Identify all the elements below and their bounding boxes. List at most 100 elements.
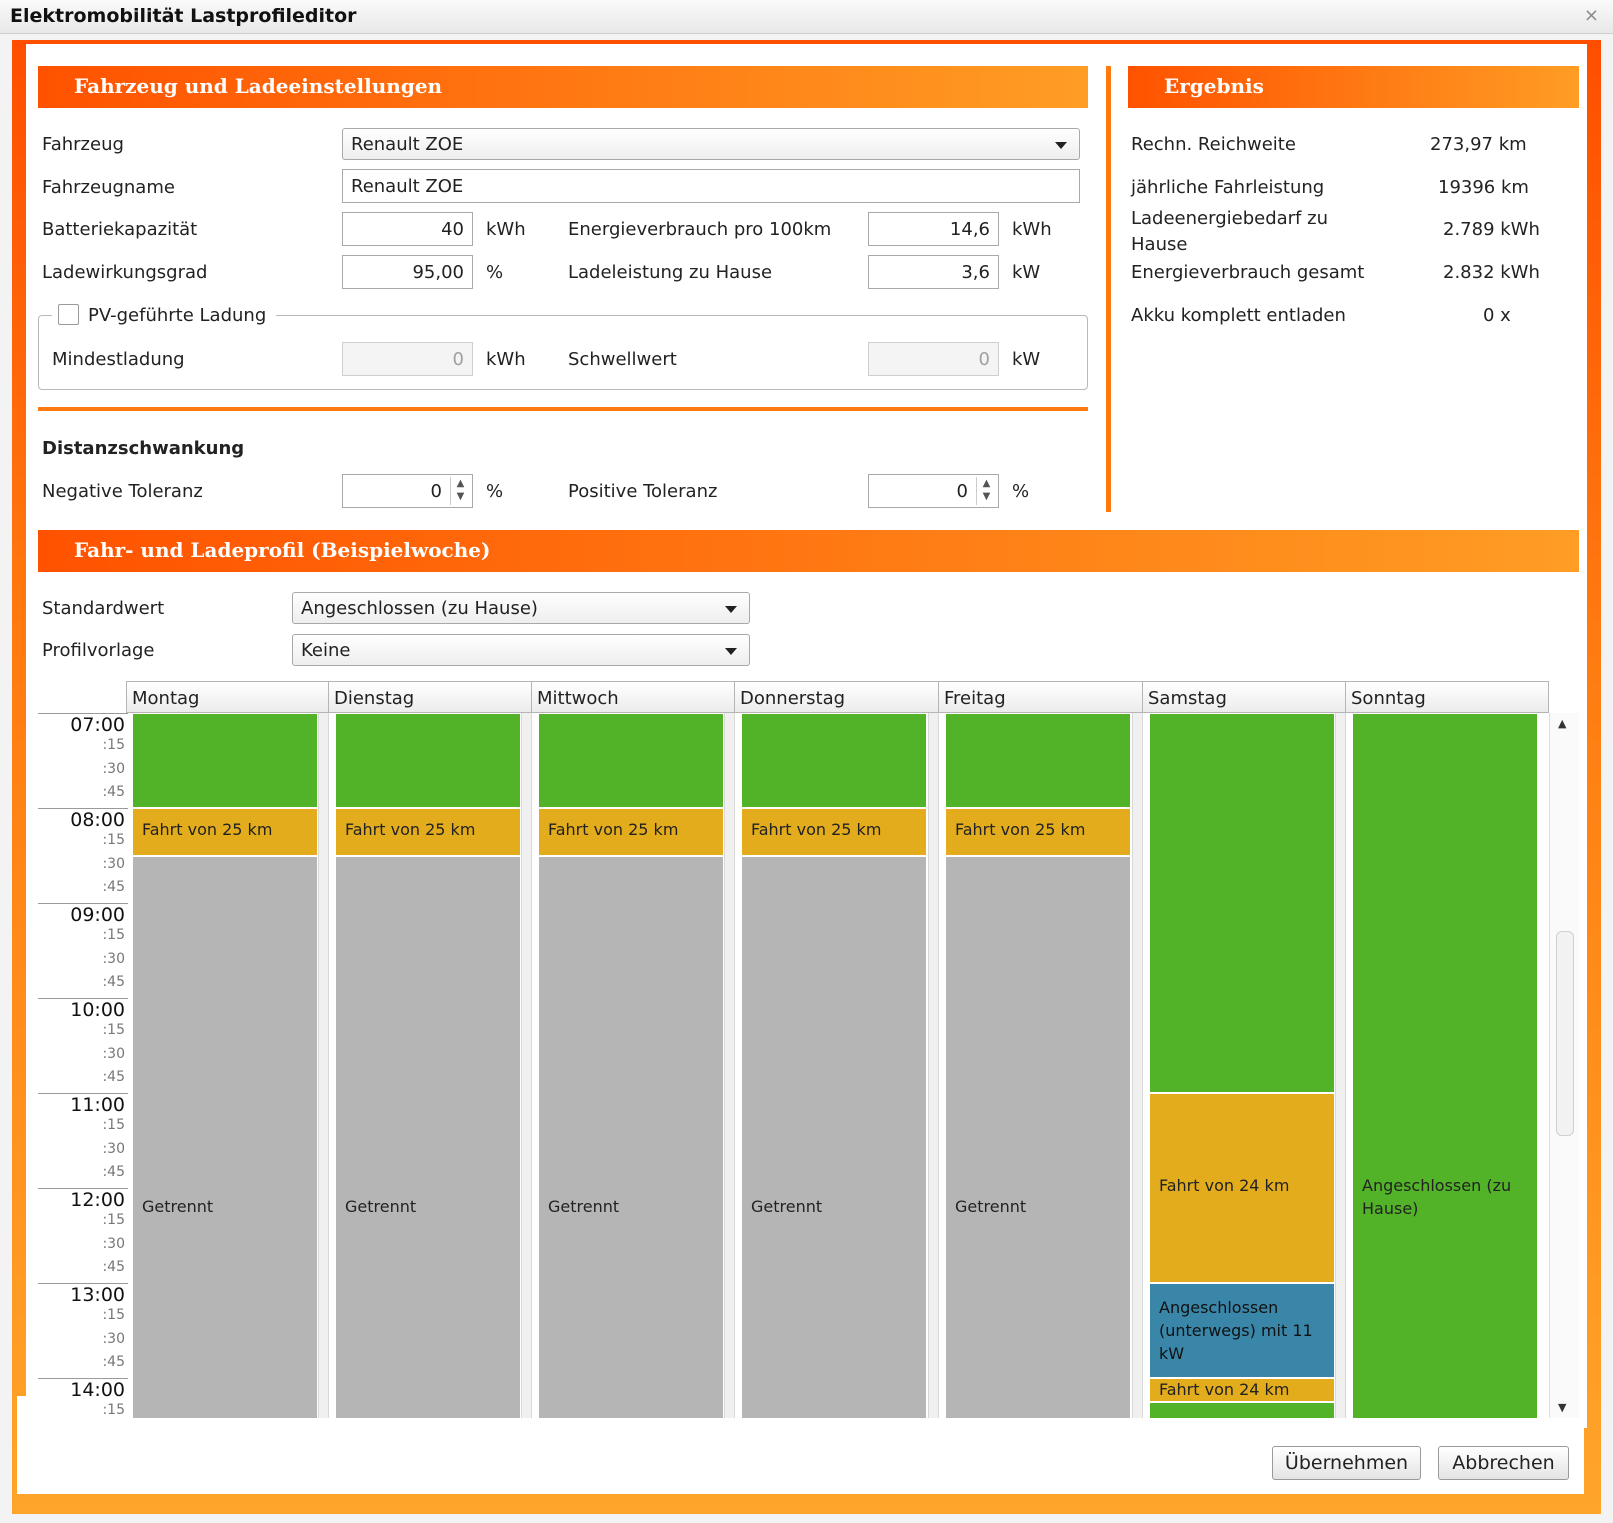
default-value-label: Standardwert bbox=[42, 598, 165, 619]
positive-tolerance-value: 0 bbox=[956, 481, 968, 502]
positive-tolerance-input[interactable]: 0 ▲ ▼ bbox=[868, 474, 999, 508]
time-label: :15 bbox=[102, 831, 125, 848]
annual-mileage-label: jährliche Fahrleistung bbox=[1131, 177, 1325, 198]
time-label: :15 bbox=[102, 1401, 125, 1418]
vehicle-select-value: Renault ZOE bbox=[351, 134, 464, 155]
slot-disconnected[interactable]: Getrennt bbox=[741, 855, 927, 1418]
default-value-select-value: Angeschlossen (zu Hause) bbox=[301, 598, 538, 619]
cancel-button[interactable]: Abbrechen bbox=[1438, 1446, 1569, 1480]
day-column-saturday: Fahrt von 24 km Angeschlossen (unterwegs… bbox=[1143, 713, 1346, 1418]
min-charge-unit: kWh bbox=[486, 349, 526, 370]
slot-drive[interactable]: Fahrt von 24 km bbox=[1149, 1378, 1335, 1402]
time-label: 13:00 bbox=[38, 1283, 128, 1307]
time-label: 11:00 bbox=[38, 1093, 128, 1117]
vehicle-name-label: Fahrzeugname bbox=[42, 177, 175, 198]
scroll-up-icon[interactable]: ▲ bbox=[1558, 717, 1567, 730]
close-icon[interactable]: ⨯ bbox=[1583, 5, 1599, 26]
negative-tolerance-value: 0 bbox=[430, 481, 442, 502]
battery-input[interactable]: 40 bbox=[342, 212, 473, 246]
slot-disconnected[interactable]: Getrennt bbox=[538, 855, 724, 1418]
range-value: 273,97 km bbox=[1430, 134, 1527, 155]
slot-home[interactable] bbox=[945, 713, 1131, 808]
column-gutter bbox=[521, 713, 532, 1418]
day-header-thursday: Donnerstag bbox=[735, 681, 939, 713]
slot-drive[interactable]: Fahrt von 25 km bbox=[945, 808, 1131, 856]
window-titlebar: Elektromobilität Lastprofileditor ⨯ bbox=[0, 0, 1613, 34]
profile-template-select[interactable]: Keine bbox=[292, 634, 750, 666]
day-header-tuesday: Dienstag bbox=[329, 681, 532, 713]
slot-away-charging[interactable]: Angeschlossen (unterwegs) mit 11 kW bbox=[1149, 1283, 1335, 1378]
time-column: 07:00 :15 :30 :45 08:00 :15 :30 :45 09:0… bbox=[38, 713, 128, 1418]
slot-drive[interactable]: Fahrt von 25 km bbox=[132, 808, 318, 856]
pv-checkbox-label[interactable]: PV-geführte Ladung bbox=[88, 305, 267, 326]
result-section-header: Ergebnis bbox=[1128, 66, 1579, 108]
day-column-thursday: Fahrt von 25 km Getrennt bbox=[735, 713, 939, 1418]
time-label: 10:00 bbox=[38, 998, 128, 1022]
slot-home[interactable] bbox=[1149, 713, 1335, 1093]
column-gutter bbox=[318, 713, 329, 1418]
slot-drive[interactable]: Fahrt von 25 km bbox=[335, 808, 521, 856]
spinner-icon[interactable]: ▲ ▼ bbox=[976, 477, 996, 505]
calendar-scrollbar[interactable]: ▲ ▼ bbox=[1549, 713, 1579, 1418]
time-label: 07:00 bbox=[38, 713, 128, 737]
slot-disconnected[interactable]: Getrennt bbox=[132, 855, 318, 1418]
time-label: 09:00 bbox=[38, 903, 128, 927]
window-title: Elektromobilität Lastprofileditor bbox=[10, 5, 357, 27]
negative-tolerance-input[interactable]: 0 ▲ ▼ bbox=[342, 474, 473, 508]
battery-empty-label: Akku komplett entladen bbox=[1131, 305, 1346, 326]
profile-section-header: Fahr- und Ladeprofil (Beispielwoche) bbox=[38, 530, 1579, 572]
charging-power-unit: kW bbox=[1012, 262, 1041, 283]
slot-home[interactable] bbox=[335, 713, 521, 808]
total-consumption-value: 2.832 kWh bbox=[1443, 262, 1540, 283]
profile-template-label: Profilvorlage bbox=[42, 640, 155, 661]
time-label: :45 bbox=[102, 1069, 125, 1086]
slot-home[interactable] bbox=[538, 713, 724, 808]
time-label: :15 bbox=[102, 926, 125, 943]
pv-fieldset bbox=[38, 315, 1088, 390]
consumption-input[interactable]: 14,6 bbox=[868, 212, 999, 246]
time-label: :45 bbox=[102, 1259, 125, 1276]
charging-power-input[interactable]: 3,6 bbox=[868, 255, 999, 289]
day-column-wednesday: Fahrt von 25 km Getrennt bbox=[532, 713, 735, 1418]
apply-button[interactable]: Übernehmen bbox=[1272, 1446, 1421, 1480]
battery-label: Batteriekapazität bbox=[42, 219, 198, 240]
slot-home[interactable]: Angeschlossen (zu Hause) bbox=[1352, 713, 1538, 1418]
slot-home[interactable] bbox=[132, 713, 318, 808]
slot-drive[interactable]: Fahrt von 24 km bbox=[1149, 1093, 1335, 1283]
scroll-down-icon[interactable]: ▼ bbox=[1558, 1401, 1567, 1414]
default-value-select[interactable]: Angeschlossen (zu Hause) bbox=[292, 592, 750, 624]
vehicle-section-header: Fahrzeug und Ladeeinstellungen bbox=[38, 66, 1088, 108]
slot-home[interactable] bbox=[741, 713, 927, 808]
time-label: :15 bbox=[102, 1021, 125, 1038]
slot-drive[interactable]: Fahrt von 25 km bbox=[538, 808, 724, 856]
charging-power-label: Ladeleistung zu Hause bbox=[568, 262, 773, 283]
slot-drive[interactable]: Fahrt von 25 km bbox=[741, 808, 927, 856]
day-column-monday: Fahrt von 25 km Getrennt bbox=[126, 713, 329, 1418]
time-label: :15 bbox=[102, 1116, 125, 1133]
home-energy-value: 2.789 kWh bbox=[1443, 219, 1540, 240]
chevron-down-icon bbox=[725, 606, 737, 613]
time-label: :45 bbox=[102, 879, 125, 896]
vehicle-select[interactable]: Renault ZOE bbox=[342, 128, 1080, 160]
day-column-sunday: Angeschlossen (zu Hause) bbox=[1346, 713, 1549, 1418]
pv-checkbox[interactable] bbox=[58, 304, 79, 325]
slot-disconnected[interactable]: Getrennt bbox=[335, 855, 521, 1418]
negative-tolerance-label: Negative Toleranz bbox=[42, 481, 203, 502]
spinner-icon[interactable]: ▲ ▼ bbox=[450, 477, 470, 505]
chevron-down-icon bbox=[1055, 142, 1067, 149]
day-column-friday: Fahrt von 25 km Getrennt bbox=[939, 713, 1143, 1418]
time-label: :30 bbox=[102, 855, 125, 872]
vehicle-label: Fahrzeug bbox=[42, 134, 124, 155]
slot-disconnected[interactable]: Getrennt bbox=[945, 855, 1131, 1418]
time-label: :45 bbox=[102, 1164, 125, 1181]
vehicle-name-input[interactable]: Renault ZOE bbox=[342, 169, 1080, 203]
home-energy-label: Ladeenergiebedarf zu Hause bbox=[1131, 208, 1328, 255]
slot-home[interactable] bbox=[1149, 1401, 1335, 1418]
threshold-input[interactable]: 0 bbox=[868, 342, 999, 376]
profile-template-select-value: Keine bbox=[301, 640, 351, 661]
min-charge-input[interactable]: 0 bbox=[342, 342, 473, 376]
day-header-saturday: Samstag bbox=[1143, 681, 1346, 713]
efficiency-input[interactable]: 95,00 bbox=[342, 255, 473, 289]
scrollbar-thumb[interactable] bbox=[1556, 931, 1574, 1136]
section-divider bbox=[1106, 66, 1111, 512]
